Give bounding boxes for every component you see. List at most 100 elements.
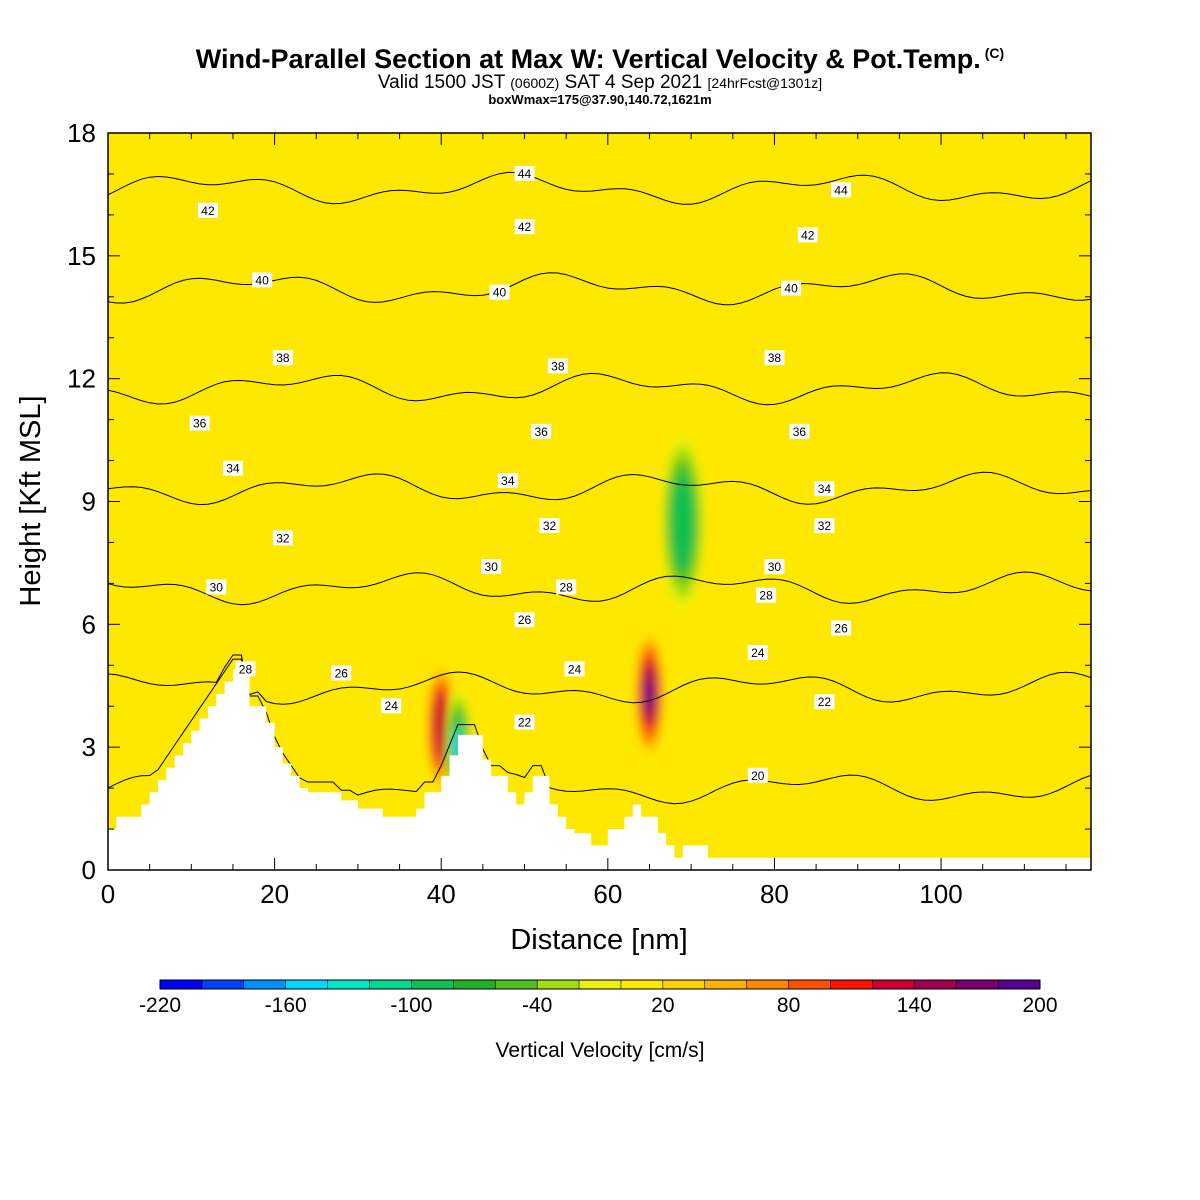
contour-label-bg [831,182,852,198]
contour-label: 24 [564,661,585,677]
contour-label-text: 28 [559,580,573,594]
contour-label-bg [252,272,273,288]
valid-time-jst: Valid 1500 JST [377,72,505,93]
contour-label: 40 [781,280,802,296]
contour-label-bg [747,644,768,660]
title-mark: (C) [984,45,1005,61]
contour-label-text: 36 [793,425,807,439]
velocity-feature [660,431,705,612]
contour-label-text: 24 [385,699,399,713]
contour-label-bg [497,473,518,489]
contour-label-bg [764,350,785,366]
contour-label-bg [764,559,785,575]
theta-contour-line [108,73,1091,105]
contour-label-bg [272,530,293,546]
x-tick-label: 40 [427,879,456,909]
contour-label-text: 24 [568,662,582,676]
contour-label-bg [756,587,777,603]
contour-label-text: 32 [543,519,557,533]
contour-label: 22 [814,694,835,710]
y-axis-title: Height [Kft MSL] [15,395,47,606]
y-tick-label: 0 [82,855,96,885]
contour-label-text: 38 [551,359,565,373]
chart-title: Wind-Parallel Section at Max W: Vertical… [0,44,1200,75]
contour-label: 26 [831,620,852,636]
colorbar-swatch [956,980,999,989]
contour-label-text: 34 [501,474,515,488]
contour-label-text: 38 [276,351,290,365]
colorbar-swatch [453,980,496,989]
contour-label-text: 44 [834,183,848,197]
velocity-level [646,681,653,706]
colorbar-label: -40 [522,994,552,1017]
title-text: Wind-Parallel Section at Max W: Vertical… [195,44,981,74]
colorbar-swatch [704,980,748,989]
contour-label: 20 [747,767,768,783]
y-tick-label: 6 [82,609,96,639]
colorbar-swatch [746,980,790,989]
contour-label-bg [272,350,293,366]
colorbar-frame [159,979,1041,990]
contour-label-bg [189,415,210,431]
colorbar-swatch [830,980,873,989]
contour-label-bg [481,559,502,575]
theta-contour-line [108,372,1091,406]
contour-label: 36 [189,415,210,431]
contour-label-bg [747,767,768,783]
contour-label: 30 [206,579,227,595]
contour-label: 36 [531,423,552,439]
contour-label-bg [514,612,535,628]
velocity-field [427,431,705,808]
colorbar-swatch [872,980,915,989]
valid-date: SAT 4 Sep 2021 [564,72,703,93]
y-tick-label: 3 [82,732,96,762]
contour-label-bg [556,579,577,595]
theta-contour-line [108,654,1091,705]
contour-label-text: 36 [535,425,549,439]
contour-label-text: 20 [751,769,765,783]
colorbar-swatch [579,980,622,989]
colorbar-swatch [788,980,831,989]
contour-label-bg [531,423,552,439]
contour-label-text: 30 [210,580,224,594]
contour-label-text: 42 [801,228,815,242]
contour-label: 28 [756,587,777,603]
contour-label-bg [489,284,510,300]
valid-time-utc: (0600Z) [510,75,560,91]
colorbar-swatch [327,980,371,989]
contour-label-bg [789,423,810,439]
contour-label-text: 30 [485,560,499,574]
contour-label-bg [235,661,256,677]
contour-label-bg [514,165,535,181]
colorbar-swatch [160,980,203,989]
contour-label: 38 [764,350,785,366]
colorbar-label: -100 [390,994,432,1017]
terrain-profile [108,669,1091,870]
y-tick-label: 9 [82,487,96,517]
contour-label-bg [514,219,535,235]
contour-label: 40 [252,272,273,288]
contour-label-bg [206,579,227,595]
y-tick-label: 12 [67,364,96,394]
theta-contour-line [108,571,1091,606]
contour-label-text: 34 [818,482,832,496]
y-tick-label: 15 [67,241,96,271]
colorbar-label: 20 [651,994,674,1017]
contour-label-bg [814,694,835,710]
contour-label-bg [547,358,568,374]
contour-label-text: 24 [751,646,765,660]
colorbar-swatch [369,980,412,989]
contour-label: 24 [381,698,402,714]
contour-label-text: 40 [493,286,507,300]
contour-label: 24 [747,644,768,660]
contour-label-bg [514,714,535,730]
contour-label: 28 [235,661,256,677]
colorbar-swatch [537,980,580,989]
x-axis-title: Distance [nm] [510,924,687,956]
contour-label-bg [222,460,243,476]
theta-contour-line [108,171,1091,205]
colorbar-label: 200 [1022,994,1057,1017]
x-tick-label: 100 [919,879,962,909]
contour-label: 44 [831,182,852,198]
